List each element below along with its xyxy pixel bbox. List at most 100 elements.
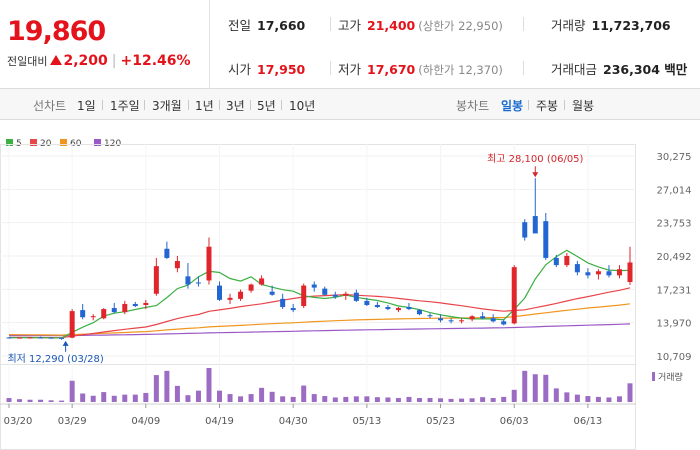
ma120-line — [9, 323, 631, 337]
candle-body — [395, 308, 401, 311]
candle-body — [48, 337, 54, 339]
volume-bar — [343, 396, 349, 402]
legend-swatch — [30, 139, 37, 146]
grid — [0, 144, 636, 450]
period-1d-button[interactable]: 1일 — [77, 99, 96, 113]
candle-body — [522, 222, 528, 238]
high-value: 21,400 — [367, 18, 416, 33]
x-tick-label: 06/13 — [573, 416, 602, 427]
candle-body — [248, 284, 254, 291]
volume-bar — [238, 396, 244, 402]
candles — [6, 178, 633, 340]
divider — [250, 100, 251, 110]
high-cell: 고가 21,400 (상한가 22,950) — [338, 15, 503, 34]
volume-bar — [227, 394, 233, 402]
candle-body — [332, 294, 338, 297]
volume-bar — [195, 390, 201, 402]
candle-body — [80, 310, 86, 318]
candle-body — [217, 285, 223, 300]
x-tick-label: 03/29 — [58, 416, 87, 427]
x-tick-label: 05/23 — [426, 416, 455, 427]
candle-body — [532, 216, 538, 234]
y-tick-label: 13,970 — [657, 319, 692, 330]
change-divider: | — [111, 53, 117, 69]
change-label: 전일대비 — [7, 55, 48, 68]
volume-bar — [217, 390, 223, 402]
x-tick-label: 05/13 — [352, 416, 381, 427]
period-1w-button[interactable]: 1주일 — [110, 99, 140, 113]
candle-body — [364, 300, 370, 305]
x-tick-label: 06/03 — [500, 416, 529, 427]
volume-bar — [111, 395, 117, 402]
divider — [330, 17, 331, 31]
open-cell: 시가 17,950 — [228, 59, 305, 78]
candle-body — [101, 309, 107, 319]
volume-bar — [490, 398, 496, 402]
volume-bar — [174, 385, 180, 402]
candle-weekly-button[interactable]: 주봉 — [536, 99, 559, 113]
candle-body — [164, 248, 170, 258]
volume-value: 11,723,706 — [591, 18, 671, 33]
period-1y-button[interactable]: 1년 — [195, 99, 214, 113]
volume-bar — [48, 400, 54, 402]
change-amount: 2,200 — [63, 53, 108, 69]
open-value: 17,950 — [257, 62, 306, 77]
candle-body — [627, 262, 633, 282]
period-5y-button[interactable]: 5년 — [257, 99, 276, 113]
candle-body — [280, 298, 286, 308]
y-tick-label: 17,231 — [657, 285, 692, 296]
current-price: 19,860 — [7, 16, 106, 47]
upper-limit: (상한가 22,950) — [418, 19, 503, 33]
candle-body — [69, 311, 75, 338]
volume-bar — [185, 395, 191, 402]
volume-bar — [38, 399, 44, 402]
volume-bar — [122, 394, 128, 402]
up-triangle-icon — [50, 55, 63, 65]
candle-body — [111, 308, 117, 313]
period-3y-button[interactable]: 3년 — [226, 99, 245, 113]
volume-bar — [311, 394, 317, 402]
candle-body — [301, 285, 307, 307]
legend-swatch — [6, 139, 13, 146]
candle-body — [574, 264, 580, 273]
candle-daily-button[interactable]: 일봉 — [501, 99, 524, 113]
x-tick-label: 04/19 — [205, 416, 234, 427]
candle-body — [259, 278, 265, 285]
lower-limit: (하한가 12,370) — [418, 63, 503, 77]
volume-bar — [543, 374, 549, 402]
period-10y-button[interactable]: 10년 — [289, 99, 316, 113]
change-row: 전일대비 2,200 | +12.46% — [7, 53, 191, 69]
candle-body — [290, 308, 296, 311]
candle-monthly-button[interactable]: 월봉 — [572, 99, 595, 113]
divider — [523, 17, 524, 31]
volume-bar — [206, 368, 212, 402]
legend-swatch — [60, 139, 67, 146]
candle-body — [343, 293, 349, 296]
candle-body — [480, 316, 486, 319]
volume-bar — [364, 396, 370, 402]
volume-bar — [459, 398, 465, 402]
volume-bar — [469, 398, 475, 402]
ma5-line — [9, 249, 631, 339]
volume-bar — [59, 400, 65, 402]
volume-bar — [259, 387, 265, 402]
low-label: 저가 — [338, 62, 362, 77]
volume-bar — [564, 392, 570, 402]
period-3m-button[interactable]: 3개월 — [152, 99, 182, 113]
candle-body — [132, 303, 138, 307]
volume-bar — [511, 389, 517, 402]
volume-bar — [627, 383, 633, 402]
volume-bar — [269, 391, 275, 402]
volume-bar — [132, 394, 138, 402]
candle-body — [174, 261, 180, 269]
volume-bar — [290, 396, 296, 402]
line-chart-label: 선차트 — [33, 99, 67, 113]
volume-bar — [69, 380, 75, 402]
volume-legend-swatch — [652, 372, 655, 381]
candle-body — [238, 291, 244, 299]
candle-body — [564, 255, 570, 266]
candle-body — [585, 272, 591, 276]
moving-averages — [8, 249, 631, 339]
candle-body — [543, 221, 549, 258]
volume-bar — [427, 398, 433, 402]
